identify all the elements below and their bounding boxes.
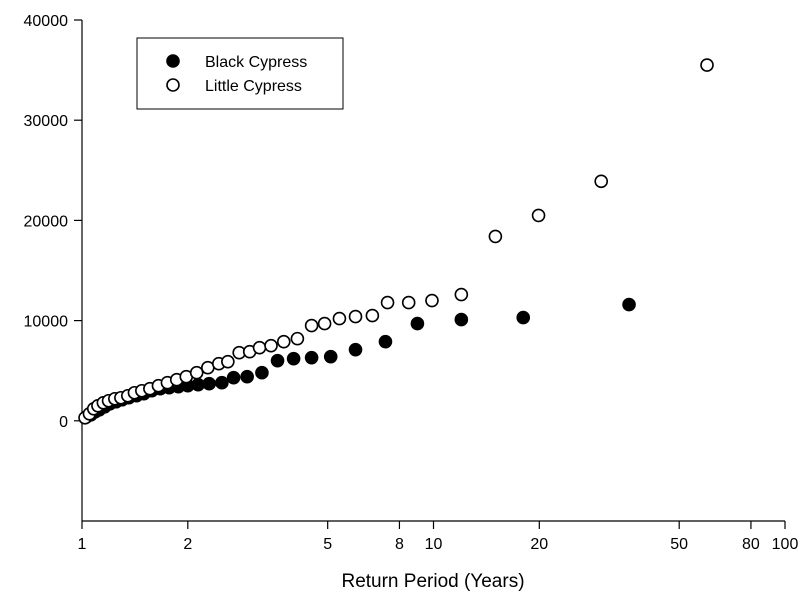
x-tick-label: 8 [395,536,404,553]
data-point-little-cypress [454,287,469,302]
data-point-little-cypress [531,208,546,223]
data-point-little-cypress [425,293,439,308]
axes: 0 10000 20000 30000 40000 1 2 5 8 10 20 50 80 100 [24,13,799,553]
x-tick-label: 2 [183,536,192,553]
y-tick-label: 40000 [24,13,69,30]
data-point-black-cypress [240,369,254,384]
data-point-black-cypress [255,365,269,380]
y-tick-label: 10000 [24,314,69,331]
x-axis-title: Return Period (Years) [341,571,524,592]
legend-label-little-cypress: Little Cypress [205,78,302,95]
x-tick-label: 80 [742,536,760,553]
x-tick-label: 20 [530,536,548,553]
data-point-black-cypress [226,370,241,385]
data-point-black-cypress [215,375,229,390]
data-point-little-cypress [189,365,204,380]
legend-marker-black-cypress [166,54,180,68]
data-point-black-cypress [622,297,636,312]
data-points [78,58,714,425]
legend-marker-little-cypress [166,78,180,92]
data-point-black-cypress [286,351,301,366]
data-point-black-cypress [378,334,393,349]
data-point-little-cypress [304,318,319,333]
data-point-little-cypress [594,174,609,189]
x-tick-label: 50 [670,536,688,553]
data-point-little-cypress [317,316,332,331]
data-point-black-cypress [304,350,319,365]
x-tick-label: 5 [323,536,332,553]
data-point-black-cypress [270,353,285,368]
data-point-little-cypress [488,229,503,244]
y-tick-label: 30000 [24,113,69,130]
data-point-black-cypress [454,312,469,327]
data-point-little-cypress [332,311,347,326]
data-point-black-cypress [191,377,205,392]
data-point-little-cypress [264,338,278,353]
legend-box [136,37,344,110]
data-point-little-cypress [348,309,363,324]
data-point-little-cypress [380,295,395,310]
y-tick-label: 0 [59,414,68,431]
data-point-little-cypress [365,308,380,323]
data-point-black-cypress [323,349,338,364]
data-point-black-cypress [410,316,425,331]
data-point-black-cypress [202,376,216,391]
x-tick-label: 1 [78,536,87,553]
data-point-little-cypress [401,295,416,310]
data-point-little-cypress [276,334,291,349]
legend: Black Cypress Little Cypress [136,37,344,110]
data-point-little-cypress [221,354,235,369]
y-tick-label: 20000 [24,213,69,230]
legend-label-black-cypress: Black Cypress [205,54,307,71]
data-point-black-cypress [516,310,531,325]
x-tick-label: 10 [425,536,443,553]
data-point-little-cypress [252,340,267,355]
data-point-little-cypress [290,331,305,346]
x-tick-label: 100 [772,536,799,553]
data-point-little-cypress [700,58,714,72]
data-point-black-cypress [348,342,363,357]
